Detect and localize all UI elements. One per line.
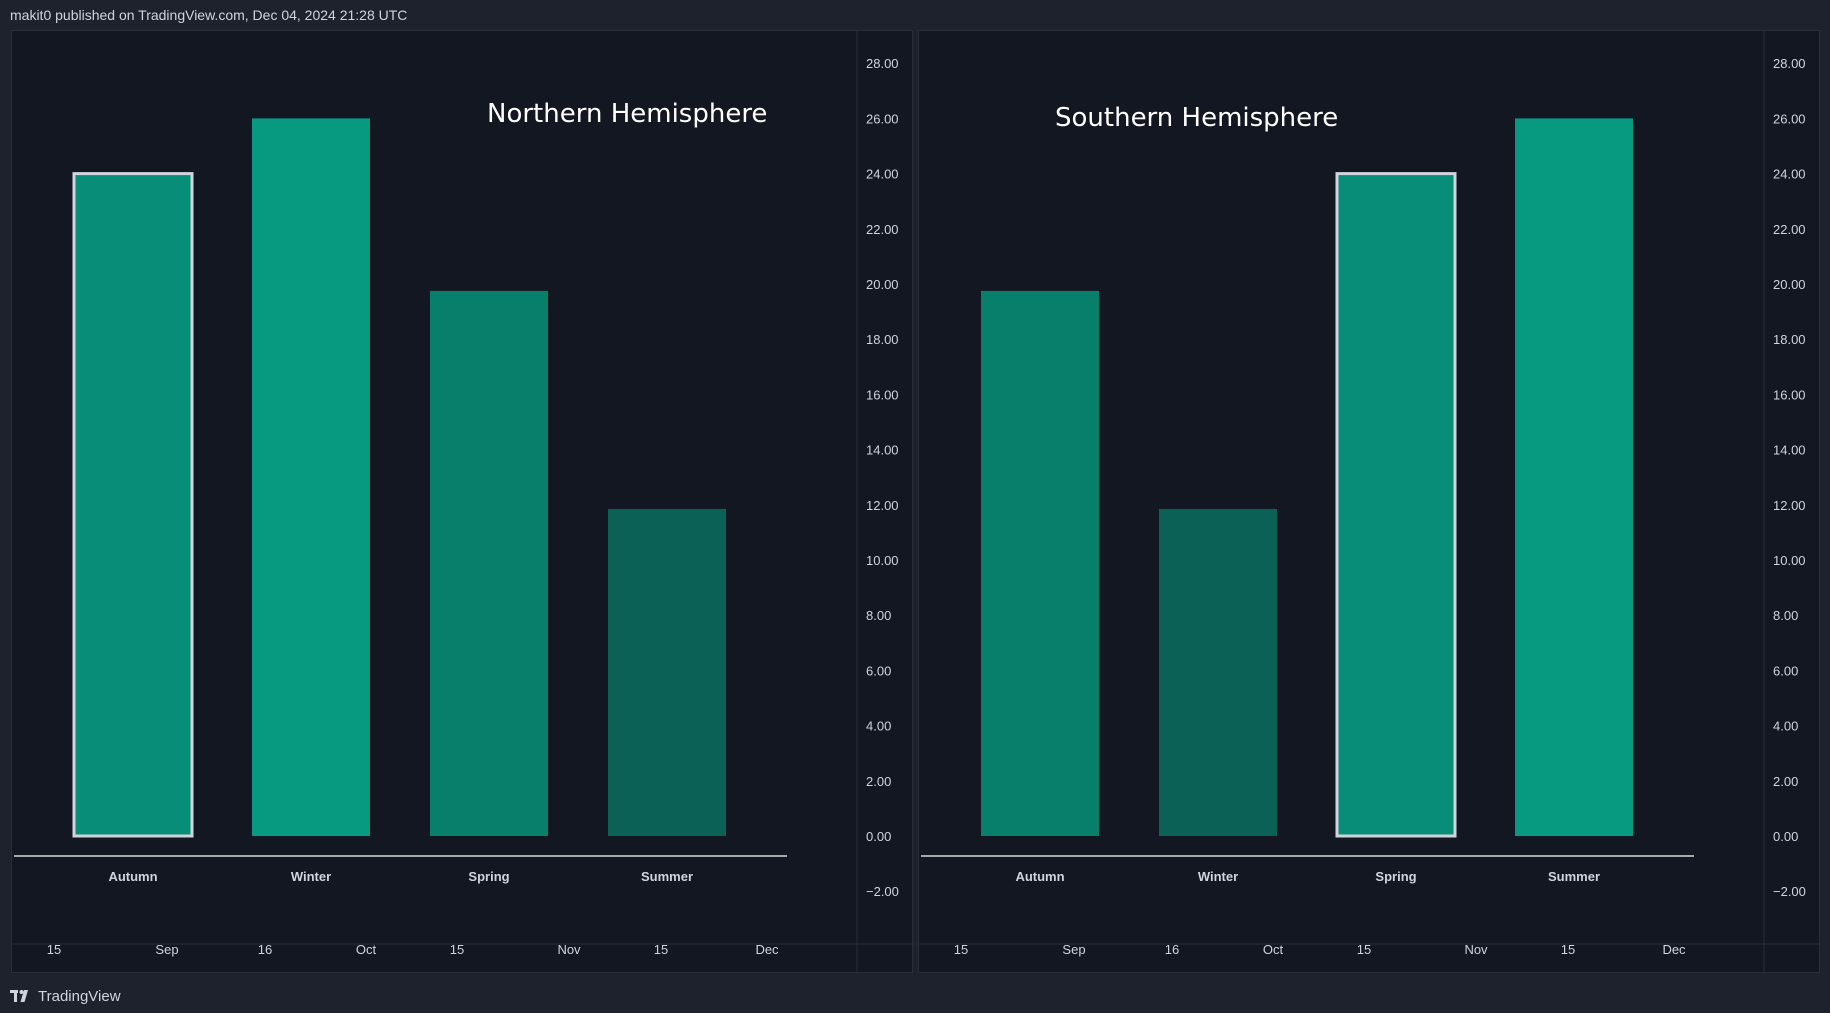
bar-chart-southern[interactable]: 28.00 26.00 24.00 22.00 20.00 18.00 16.00 14.00…: [919, 31, 1821, 974]
bar-autumn: [72, 172, 194, 838]
y-tick-label: 18.00: [1773, 332, 1806, 347]
y-tick-label: 22.00: [1773, 222, 1806, 237]
y-tick-label: 12.00: [1773, 498, 1806, 513]
time-axis-label: 15: [47, 942, 61, 957]
bar-winter: [1159, 508, 1277, 836]
time-axis-label: 16: [1165, 942, 1179, 957]
time-axis-label: Sep: [155, 942, 178, 957]
chart-pane-northern[interactable]: 28.00 26.00 24.00 22.00 20.00 18.00 16.00 14.00…: [11, 30, 914, 974]
publish-info: makit0 published on TradingView.com, Dec…: [10, 7, 408, 23]
category-label-summer: Summer: [641, 869, 693, 884]
y-tick-label: −2.00: [866, 884, 899, 899]
y-tick-label: 28.00: [866, 56, 899, 71]
tradingview-branding[interactable]: TradingView: [10, 984, 121, 1008]
y-tick-label: 10.00: [866, 553, 899, 568]
time-axis-label: 15: [1357, 942, 1371, 957]
category-label-winter: Winter: [1198, 869, 1238, 884]
y-tick-label: 6.00: [866, 663, 891, 678]
tradingview-logo-icon: [10, 990, 32, 1002]
category-label-autumn: Autumn: [108, 869, 157, 884]
bar-summer: [608, 508, 726, 836]
time-axis-label: Sep: [1062, 942, 1085, 957]
bar-autumn: [981, 290, 1099, 836]
y-tick-label: 18.00: [866, 332, 899, 347]
chart-title-northern: Northern Hemisphere: [487, 99, 768, 129]
time-axis-label: 16: [258, 942, 272, 957]
y-tick-label: 0.00: [1773, 829, 1798, 844]
y-tick-label: 12.00: [866, 498, 899, 513]
time-axis-label: 15: [654, 942, 668, 957]
time-axis-label: Oct: [1263, 942, 1284, 957]
tradingview-brand-label: TradingView: [38, 987, 121, 1005]
time-axis-label: Nov: [1464, 942, 1488, 957]
bar-winter: [252, 118, 370, 836]
y-tick-label: 24.00: [866, 167, 899, 182]
y-tick-label: 14.00: [866, 443, 899, 458]
category-label-autumn: Autumn: [1015, 869, 1064, 884]
y-tick-label: 26.00: [866, 111, 899, 126]
time-axis-label: 15: [1561, 942, 1575, 957]
chart-pane-southern[interactable]: 28.00 26.00 24.00 22.00 20.00 18.00 16.00 14.00…: [918, 30, 1821, 974]
y-tick-label: 24.00: [1773, 167, 1806, 182]
time-axis-label: Dec: [755, 942, 779, 957]
time-axis-label: 15: [954, 942, 968, 957]
y-tick-label: 8.00: [866, 608, 891, 623]
y-tick-label: 16.00: [866, 387, 899, 402]
y-tick-label: 20.00: [866, 277, 899, 292]
y-tick-label: 26.00: [1773, 111, 1806, 126]
category-label-spring: Spring: [468, 869, 509, 884]
y-tick-label: 2.00: [866, 774, 891, 789]
y-tick-label: −2.00: [1773, 884, 1806, 899]
bar-spring: [1335, 172, 1457, 838]
time-axis-label: Dec: [1662, 942, 1686, 957]
y-tick-label: 6.00: [1773, 663, 1798, 678]
y-tick-label: 28.00: [1773, 56, 1806, 71]
y-tick-label: 4.00: [866, 719, 891, 734]
bar-chart-northern[interactable]: 28.00 26.00 24.00 22.00 20.00 18.00 16.00 14.00…: [12, 31, 914, 974]
y-tick-label: 20.00: [1773, 277, 1806, 292]
bar-summer: [1515, 118, 1633, 836]
category-label-spring: Spring: [1375, 869, 1416, 884]
category-label-winter: Winter: [291, 869, 331, 884]
y-tick-label: 10.00: [1773, 553, 1806, 568]
time-axis-label: Oct: [356, 942, 377, 957]
category-label-summer: Summer: [1548, 869, 1600, 884]
y-tick-label: 2.00: [1773, 774, 1798, 789]
y-tick-label: 0.00: [866, 829, 891, 844]
y-tick-label: 14.00: [1773, 443, 1806, 458]
y-tick-label: 8.00: [1773, 608, 1798, 623]
y-tick-label: 16.00: [1773, 387, 1806, 402]
chart-title-southern: Southern Hemisphere: [1055, 103, 1339, 133]
y-tick-label: 22.00: [866, 222, 899, 237]
time-axis-label: 15: [450, 942, 464, 957]
y-tick-label: 4.00: [1773, 719, 1798, 734]
bar-spring: [430, 290, 548, 836]
time-axis-label: Nov: [557, 942, 581, 957]
